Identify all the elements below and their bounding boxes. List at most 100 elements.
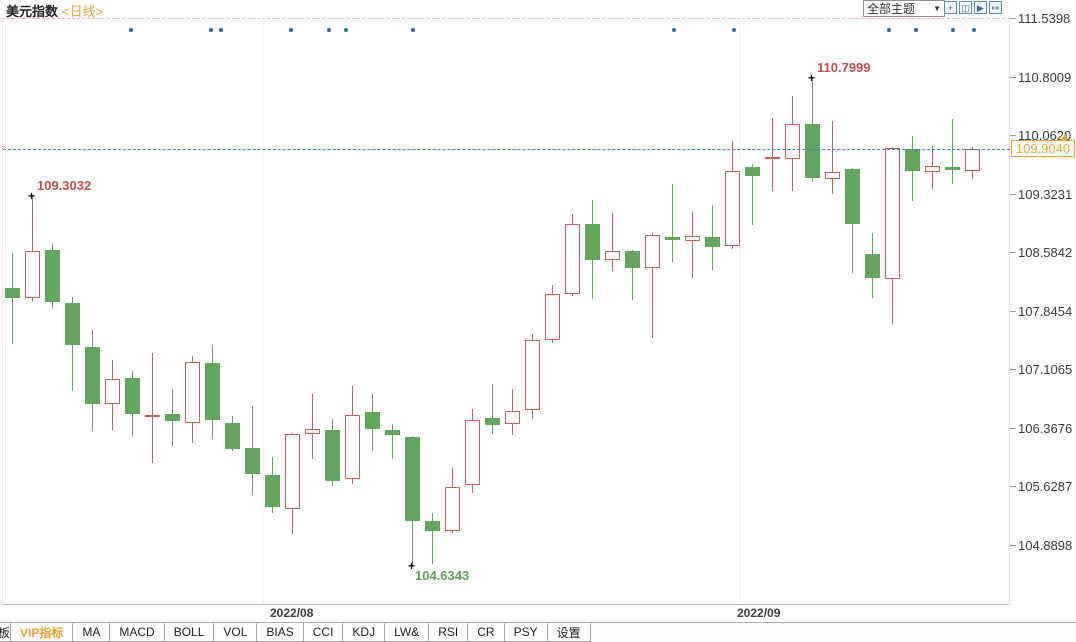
theme-dropdown[interactable]: 全部主题 ▼ (863, 0, 945, 17)
chevron-down-icon: ▼ (933, 4, 941, 13)
candle-body (725, 171, 740, 246)
event-dot (951, 28, 955, 32)
event-dot (887, 28, 891, 32)
tab-vip[interactable]: VIP指标 (10, 623, 74, 642)
candle-body (885, 148, 900, 279)
candle-wick (672, 183, 673, 263)
event-dot (129, 28, 133, 32)
event-dot (972, 28, 976, 32)
price-tick-label: 110.8009 (1018, 69, 1072, 85)
price-tick-mark (1010, 369, 1016, 371)
price-tick-mark (1010, 76, 1016, 78)
candle-body (505, 411, 520, 424)
header: 美元指数 <日线> 全部主题 ▼ + ◫ ▶ ↦ (0, 0, 1076, 19)
candle-body (645, 235, 660, 268)
candle-body (365, 412, 380, 429)
candle-wick (752, 164, 753, 226)
tab-vol[interactable]: VOL (213, 623, 258, 642)
tab-psy[interactable]: PSY (503, 623, 548, 642)
candle-body (245, 447, 260, 474)
candle-body (425, 521, 440, 531)
candle-body (465, 419, 480, 485)
price-tick-label: 104.8898 (1018, 538, 1073, 553)
tab-ma[interactable]: MA (72, 623, 111, 642)
price-marker-arrow-icon (1060, 132, 1067, 140)
candle-body (545, 293, 560, 340)
tab-[interactable]: 设置 (546, 623, 591, 642)
candle-body (305, 428, 320, 435)
price-tick-mark (1010, 486, 1016, 488)
month-gridline (739, 19, 740, 604)
candle-body (125, 377, 140, 414)
candle-body (325, 430, 340, 481)
price-tick-mark (1010, 310, 1016, 312)
candle-wick (312, 393, 313, 459)
candle-wick (12, 252, 13, 344)
annotation-label: 109.3032 (37, 178, 92, 194)
event-dot (411, 28, 415, 32)
candle-body (445, 487, 460, 531)
candle-wick (432, 512, 433, 565)
candle-body (745, 167, 760, 176)
price-tick-label: 105.6287 (1018, 479, 1073, 495)
annotation-label: 110.7999 (817, 59, 871, 75)
candle-body (525, 339, 540, 410)
candle-body (865, 254, 880, 279)
chart-toolbar: + ◫ ▶ ↦ (944, 1, 1002, 14)
candle-body (705, 236, 720, 248)
candle-body (405, 436, 420, 522)
candlestick-chart[interactable]: +109.3032 +110.7999 +104.6343 (2, 18, 1010, 605)
event-dot (209, 28, 213, 32)
event-dot (914, 28, 918, 32)
tab-boll[interactable]: BOLL (163, 623, 215, 642)
price-tick-label: 111.5398 (1018, 11, 1071, 26)
price-tick-label: 107.8454 (1018, 303, 1073, 319)
candle-wick (832, 121, 833, 195)
indicator-tabbar: 板VIP指标MAMACDBOLLVOLBIASCCIKDJLW&RSICRPSY… (0, 622, 1076, 642)
candle-body (965, 148, 980, 172)
candle-body (205, 362, 220, 420)
candle-body (665, 236, 680, 241)
candle-body (265, 474, 280, 508)
candle-body (25, 251, 40, 298)
tab-macd[interactable]: MACD (109, 623, 165, 642)
tab-cr[interactable]: CR (467, 623, 505, 642)
range-select-icon[interactable]: ◫ (959, 1, 972, 14)
candle-wick (632, 250, 633, 301)
tab-cci[interactable]: CCI (302, 623, 344, 642)
candle-body (605, 251, 620, 260)
play-icon[interactable]: ▶ (974, 1, 987, 14)
candle-wick (492, 384, 493, 435)
price-tick-label: 109.3231 (1018, 186, 1073, 202)
annotation-marker-icon: + (408, 559, 416, 574)
candle-body (925, 166, 940, 172)
step-forward-icon[interactable]: ↦ (989, 1, 1002, 14)
annotation-marker-icon: + (808, 70, 816, 85)
candle-body (825, 171, 840, 180)
candle-body (485, 418, 500, 425)
price-tick-mark (1010, 545, 1016, 546)
event-dot (732, 28, 736, 32)
candle-body (945, 167, 960, 171)
candle-body (105, 378, 120, 405)
month-gridline (263, 19, 264, 604)
tab-rsi[interactable]: RSI (428, 623, 469, 642)
candle-wick (392, 423, 393, 459)
crosshair-icon[interactable]: + (944, 1, 957, 14)
tab-kdj[interactable]: KDJ (342, 623, 386, 642)
candle-wick (152, 353, 153, 463)
price-tick-mark (1010, 135, 1016, 137)
candle-wick (32, 196, 33, 302)
date-axis: 2022/08 2022/09 (0, 605, 1076, 622)
price-tick-mark (1010, 18, 1016, 19)
event-dot (672, 28, 676, 32)
candle-body (65, 302, 80, 345)
current-price-label: 109.9040 (1011, 139, 1075, 157)
price-tick-label: 107.1065 (1018, 362, 1073, 378)
candle-body (685, 236, 700, 241)
tab-bias[interactable]: BIAS (256, 623, 304, 642)
instrument-title: 美元指数 (6, 4, 59, 19)
candle-body (565, 224, 580, 294)
candle-body (45, 249, 60, 302)
tab-lw[interactable]: LW& (384, 623, 430, 642)
